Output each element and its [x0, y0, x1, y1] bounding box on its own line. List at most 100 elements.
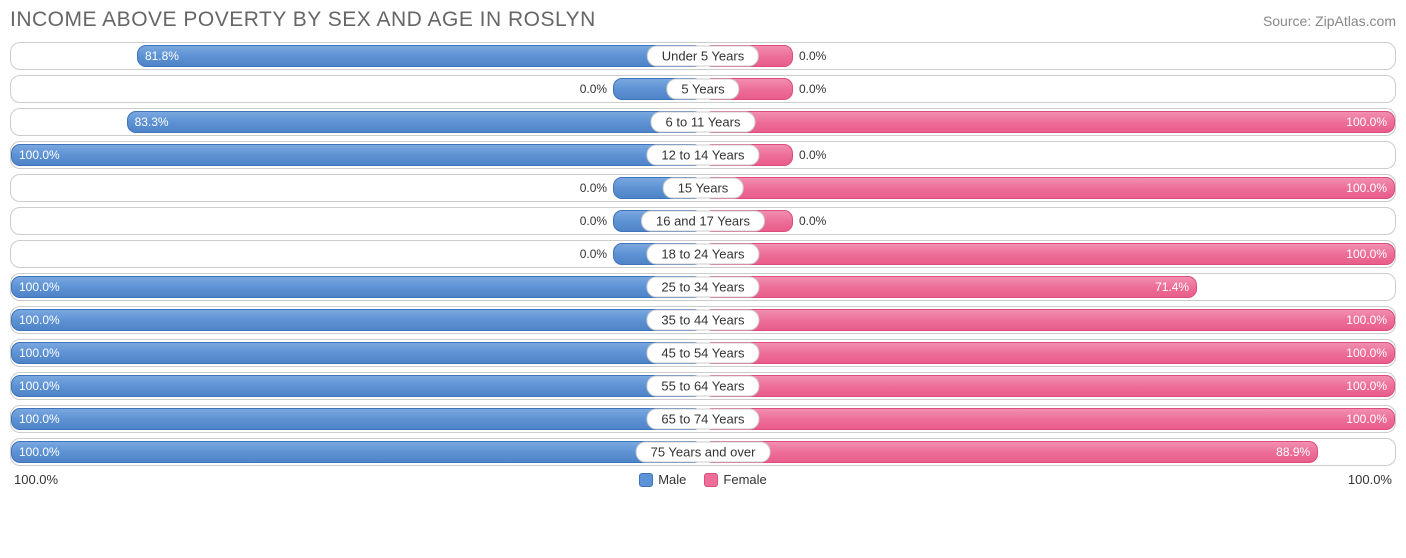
female-value-label: 88.9% [1276, 445, 1310, 459]
female-bar [703, 309, 1395, 331]
male-value-label: 100.0% [19, 346, 60, 360]
female-value-label: 0.0% [799, 49, 826, 63]
female-half: 88.9% [703, 439, 1395, 465]
category-label: 15 Years [663, 178, 744, 199]
legend-male-label: Male [658, 472, 686, 487]
chart-row: 0.0% 100.0% 15 Years [10, 174, 1396, 202]
female-value-label: 100.0% [1346, 115, 1387, 129]
male-bar [11, 309, 703, 331]
chart-row: 0.0% 0.0% 16 and 17 Years [10, 207, 1396, 235]
male-half: 0.0% [11, 175, 703, 201]
female-value-label: 0.0% [799, 82, 826, 96]
female-bar [703, 276, 1197, 298]
category-label: 35 to 44 Years [646, 310, 759, 331]
header: INCOME ABOVE POVERTY BY SEX AND AGE IN R… [10, 8, 1396, 32]
male-value-label: 100.0% [19, 379, 60, 393]
male-bar [127, 111, 703, 133]
male-half: 83.3% [11, 109, 703, 135]
male-value-label: 100.0% [19, 313, 60, 327]
male-value-label: 83.3% [135, 115, 169, 129]
female-value-label: 71.4% [1155, 280, 1189, 294]
source-attribution: Source: ZipAtlas.com [1263, 13, 1396, 29]
female-value-label: 100.0% [1346, 346, 1387, 360]
male-bar [11, 375, 703, 397]
axis-right-label: 100.0% [1348, 472, 1392, 487]
female-bar [703, 177, 1395, 199]
female-half: 100.0% [703, 373, 1395, 399]
chart-row: 0.0% 100.0%18 to 24 Years [10, 240, 1396, 268]
chart-row: 81.8% 0.0% Under 5 Years [10, 42, 1396, 70]
male-half: 100.0% [11, 406, 703, 432]
male-value-label: 100.0% [19, 412, 60, 426]
male-value-label: 100.0% [19, 148, 60, 162]
female-swatch-icon [704, 473, 718, 487]
male-half: 0.0% [11, 241, 703, 267]
female-half: 100.0% [703, 241, 1395, 267]
female-bar [703, 375, 1395, 397]
chart-row: 100.0% 88.9% 75 Years and over [10, 438, 1396, 466]
male-bar [11, 144, 703, 166]
female-half: 71.4% [703, 274, 1395, 300]
category-label: 6 to 11 Years [651, 112, 756, 133]
category-label: 18 to 24 Years [646, 244, 759, 265]
legend-male: Male [639, 472, 686, 487]
male-value-label: 81.8% [145, 49, 179, 63]
axis-left-label: 100.0% [14, 472, 58, 487]
female-value-label: 0.0% [799, 214, 826, 228]
female-bar [703, 342, 1395, 364]
category-label: Under 5 Years [647, 46, 759, 67]
category-label: 65 to 74 Years [646, 409, 759, 430]
chart-row: 100.0% 100.0% 55 to 64 Years [10, 372, 1396, 400]
category-label: 12 to 14 Years [646, 145, 759, 166]
chart-area: 81.8%0.0%Under 5 Years0.0%0.0%5 Years83.… [10, 42, 1396, 466]
female-half: 100.0% [703, 109, 1395, 135]
chart-row: 100.0%71.4%25 to 34 Years [10, 273, 1396, 301]
legend-female-label: Female [723, 472, 766, 487]
category-label: 75 Years and over [636, 442, 771, 463]
male-bar [11, 408, 703, 430]
category-label: 16 and 17 Years [641, 211, 765, 232]
chart-row: 100.0% 100.0% 65 to 74 Years [10, 405, 1396, 433]
female-half: 0.0% [703, 43, 1395, 69]
category-label: 55 to 64 Years [646, 376, 759, 397]
female-bar [703, 408, 1395, 430]
female-value-label: 100.0% [1346, 379, 1387, 393]
male-half: 0.0% [11, 208, 703, 234]
female-half: 100.0% [703, 307, 1395, 333]
female-half: 0.0% [703, 208, 1395, 234]
male-value-label: 0.0% [580, 181, 607, 195]
chart-row: 83.3% 100.0% 6 to 11 Years [10, 108, 1396, 136]
chart-row: 100.0% 100.0% 45 to 54 Years [10, 339, 1396, 367]
female-bar [703, 111, 1395, 133]
female-value-label: 100.0% [1346, 181, 1387, 195]
female-value-label: 0.0% [799, 148, 826, 162]
category-label: 45 to 54 Years [646, 343, 759, 364]
female-half: 100.0% [703, 406, 1395, 432]
category-label: 5 Years [666, 79, 739, 100]
female-half: 100.0% [703, 175, 1395, 201]
female-bar [703, 441, 1318, 463]
chart-row: 100.0% 100.0% 35 to 44 Years [10, 306, 1396, 334]
male-half: 100.0% [11, 274, 703, 300]
chart-row: 100.0% 0.0% 12 to 14 Years [10, 141, 1396, 169]
male-half: 100.0% [11, 439, 703, 465]
female-half: 0.0% [703, 142, 1395, 168]
male-value-label: 100.0% [19, 280, 60, 294]
male-value-label: 0.0% [580, 214, 607, 228]
male-half: 100.0% [11, 373, 703, 399]
male-bar [11, 441, 703, 463]
male-half: 0.0% [11, 76, 703, 102]
male-bar [11, 276, 703, 298]
male-bar [137, 45, 703, 67]
legend: Male Female [639, 472, 767, 487]
legend-female: Female [704, 472, 766, 487]
male-half: 100.0% [11, 307, 703, 333]
female-half: 0.0% [703, 76, 1395, 102]
female-value-label: 100.0% [1346, 412, 1387, 426]
male-bar [11, 342, 703, 364]
male-half: 100.0% [11, 142, 703, 168]
chart-title: INCOME ABOVE POVERTY BY SEX AND AGE IN R… [10, 8, 596, 32]
chart-row: 0.0%0.0%5 Years [10, 75, 1396, 103]
female-value-label: 100.0% [1346, 313, 1387, 327]
male-value-label: 0.0% [580, 247, 607, 261]
